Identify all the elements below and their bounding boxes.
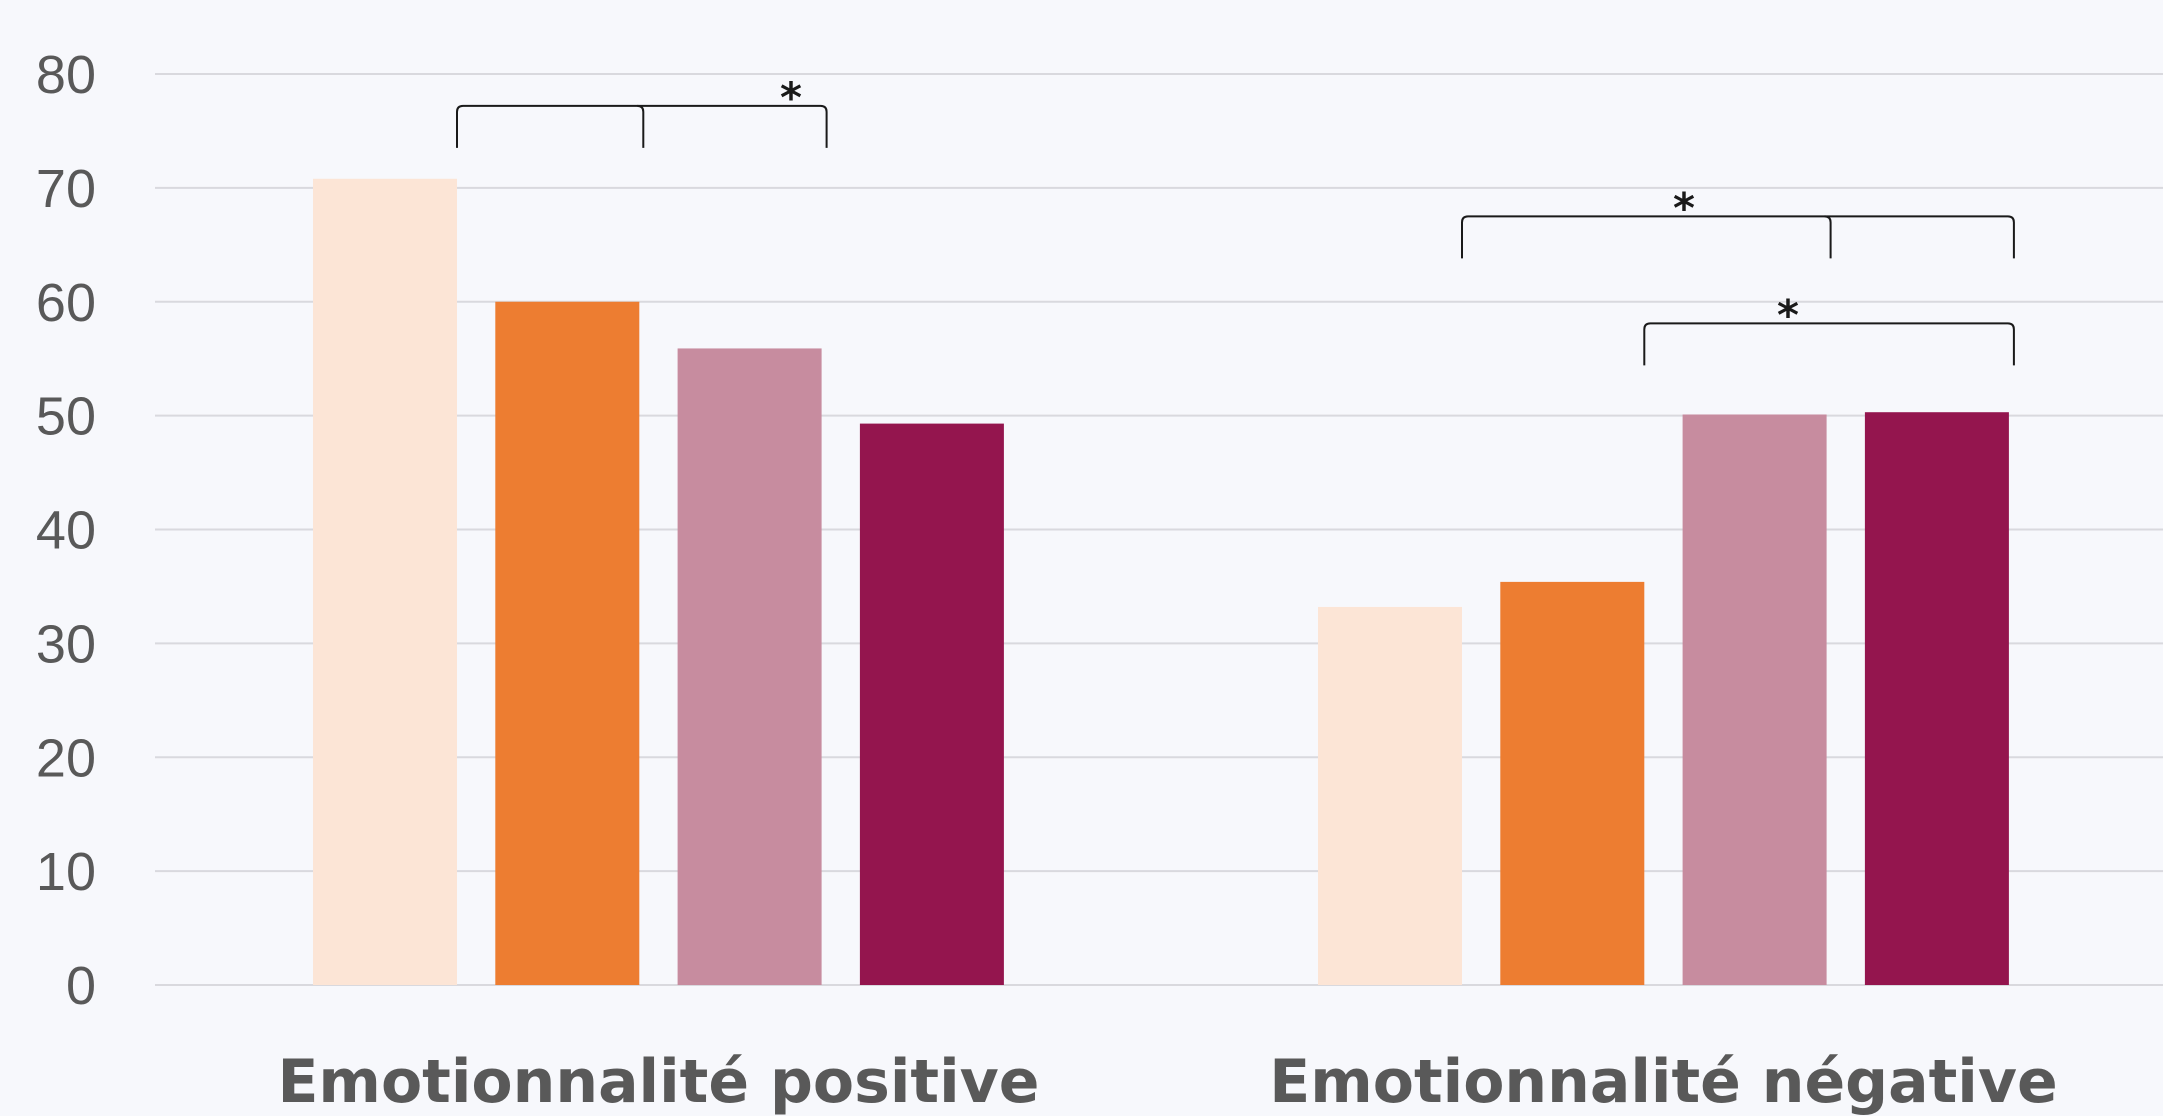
significance-bracket-tick xyxy=(1824,215,1832,259)
category-label: Emotionnalité négative xyxy=(1269,1047,2057,1116)
bar xyxy=(677,348,822,986)
significance-star: * xyxy=(1673,183,1695,232)
significance-star: * xyxy=(1777,290,1799,339)
x-axis-categories: Emotionnalité positive Emotionnalité néga… xyxy=(277,1047,2057,1116)
y-tick-label: 80 xyxy=(36,45,96,105)
y-tick-label: 0 xyxy=(66,956,96,1016)
bar xyxy=(1318,606,1462,985)
y-tick-label: 30 xyxy=(36,614,96,674)
significance-bracket-tick xyxy=(637,104,645,148)
significance-bracket xyxy=(1643,322,2015,366)
significance-star: * xyxy=(780,73,802,122)
y-tick-label: 70 xyxy=(36,159,96,219)
y-tick-label: 40 xyxy=(36,501,96,561)
significance-bracket xyxy=(456,104,828,148)
bar xyxy=(495,301,640,985)
significance-bracket xyxy=(1461,215,2015,259)
y-tick-label: 50 xyxy=(36,387,96,447)
bar xyxy=(859,423,1004,985)
y-tick-label: 20 xyxy=(36,728,96,788)
bars xyxy=(313,178,2009,986)
bar xyxy=(313,178,457,985)
bar xyxy=(1682,414,1827,986)
y-tick-label: 60 xyxy=(36,273,96,333)
gridlines xyxy=(155,73,2163,986)
bar xyxy=(1864,412,2009,985)
y-axis-ticks: 0 10 20 30 40 50 60 70 80 xyxy=(36,45,96,1016)
bar xyxy=(1500,581,1645,985)
significance-brackets: * * * xyxy=(456,73,2015,366)
category-label: Emotionnalité positive xyxy=(277,1047,1039,1116)
y-tick-label: 10 xyxy=(36,842,96,902)
